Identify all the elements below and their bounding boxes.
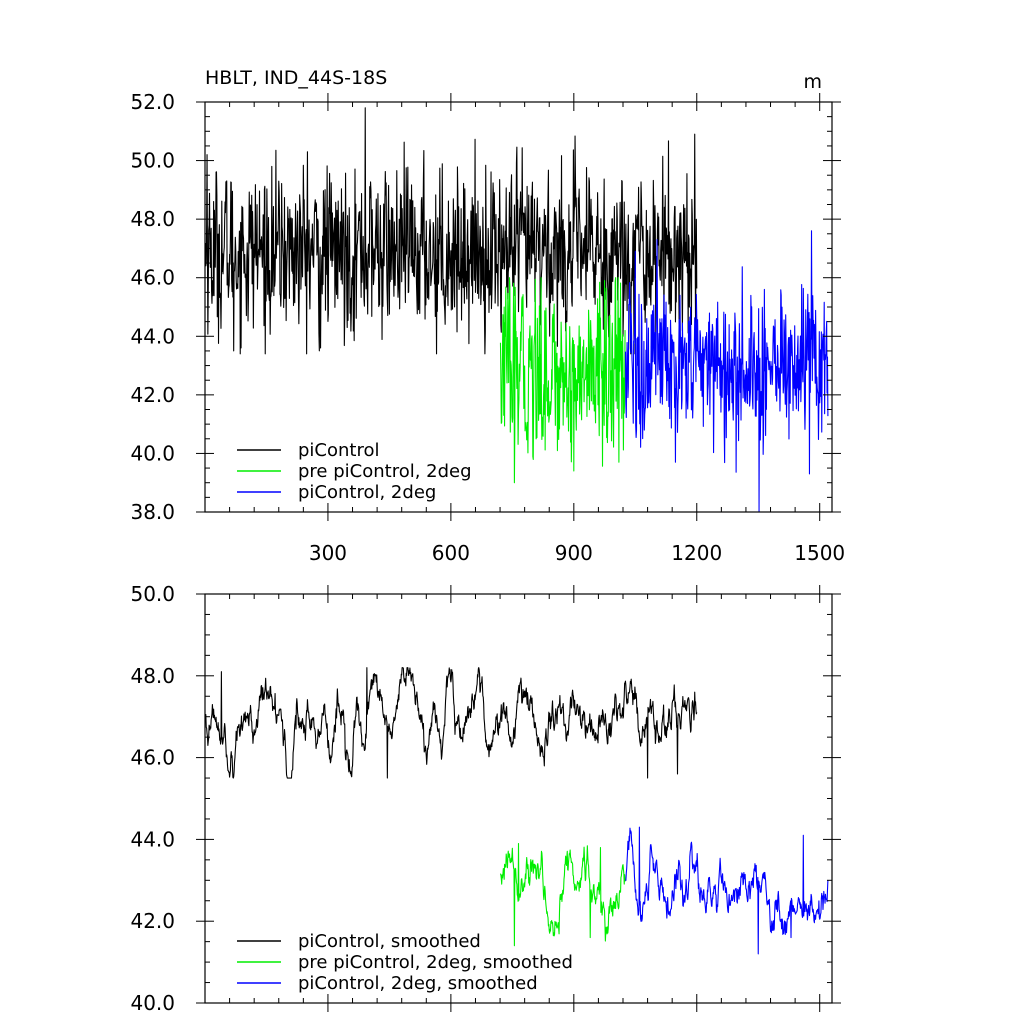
y-tick-label: 48.0 [130, 664, 175, 688]
series-group [205, 667, 829, 955]
legend-label: piControl, smoothed [298, 931, 481, 952]
legend-label: piControl [298, 440, 380, 461]
y-tick-label: 38.0 [130, 500, 175, 524]
y-tick-label: 40.0 [130, 441, 175, 465]
y-tick-label: 52.0 [130, 90, 175, 114]
y-tick-label: 46.0 [130, 266, 175, 290]
y-tick-label: 42.0 [130, 383, 175, 407]
panel-2: 40.0 42.0 44.0 46.0 48.0 50.0 piControl, smoot… [130, 582, 841, 1015]
series-line-2 [499, 277, 626, 484]
y-tick-label: 40.0 [130, 991, 175, 1015]
legend-label: piControl, 2deg, smoothed [298, 973, 538, 994]
legend-label: pre piControl, 2deg [298, 461, 472, 482]
series-line-3 [624, 230, 829, 512]
x-tick-label: 600 [432, 541, 470, 565]
chart-title: HBLT, IND_44S-18S [205, 67, 387, 89]
y-tick-label: 44.0 [130, 827, 175, 851]
y-tick-label: 46.0 [130, 746, 175, 770]
series-group [205, 107, 829, 512]
series-line-1 [205, 667, 698, 779]
series-line-2 [499, 842, 626, 947]
units-label: m [803, 71, 822, 93]
x-tick-label: 300 [309, 541, 347, 565]
y-tick-label: 42.0 [130, 909, 175, 933]
y-tick-label: 48.0 [130, 207, 175, 231]
y-tick-label: 50.0 [130, 149, 175, 173]
series-line-3 [625, 826, 829, 955]
legend-label: pre piControl, 2deg, smoothed [298, 952, 573, 973]
x-tick-label: 900 [555, 541, 593, 565]
x-tick-label: 1200 [671, 541, 722, 565]
x-tick-label: 1500 [794, 541, 845, 565]
series-line-1 [205, 107, 698, 355]
y-tick-label: 50.0 [130, 582, 175, 606]
panel-1: 300 600 900 1200 1500 38.0 40.0 42.0 44.0 46.0 48.… [130, 67, 845, 565]
legend-label: piControl, 2deg [298, 482, 436, 503]
y-tick-label: 44.0 [130, 324, 175, 348]
